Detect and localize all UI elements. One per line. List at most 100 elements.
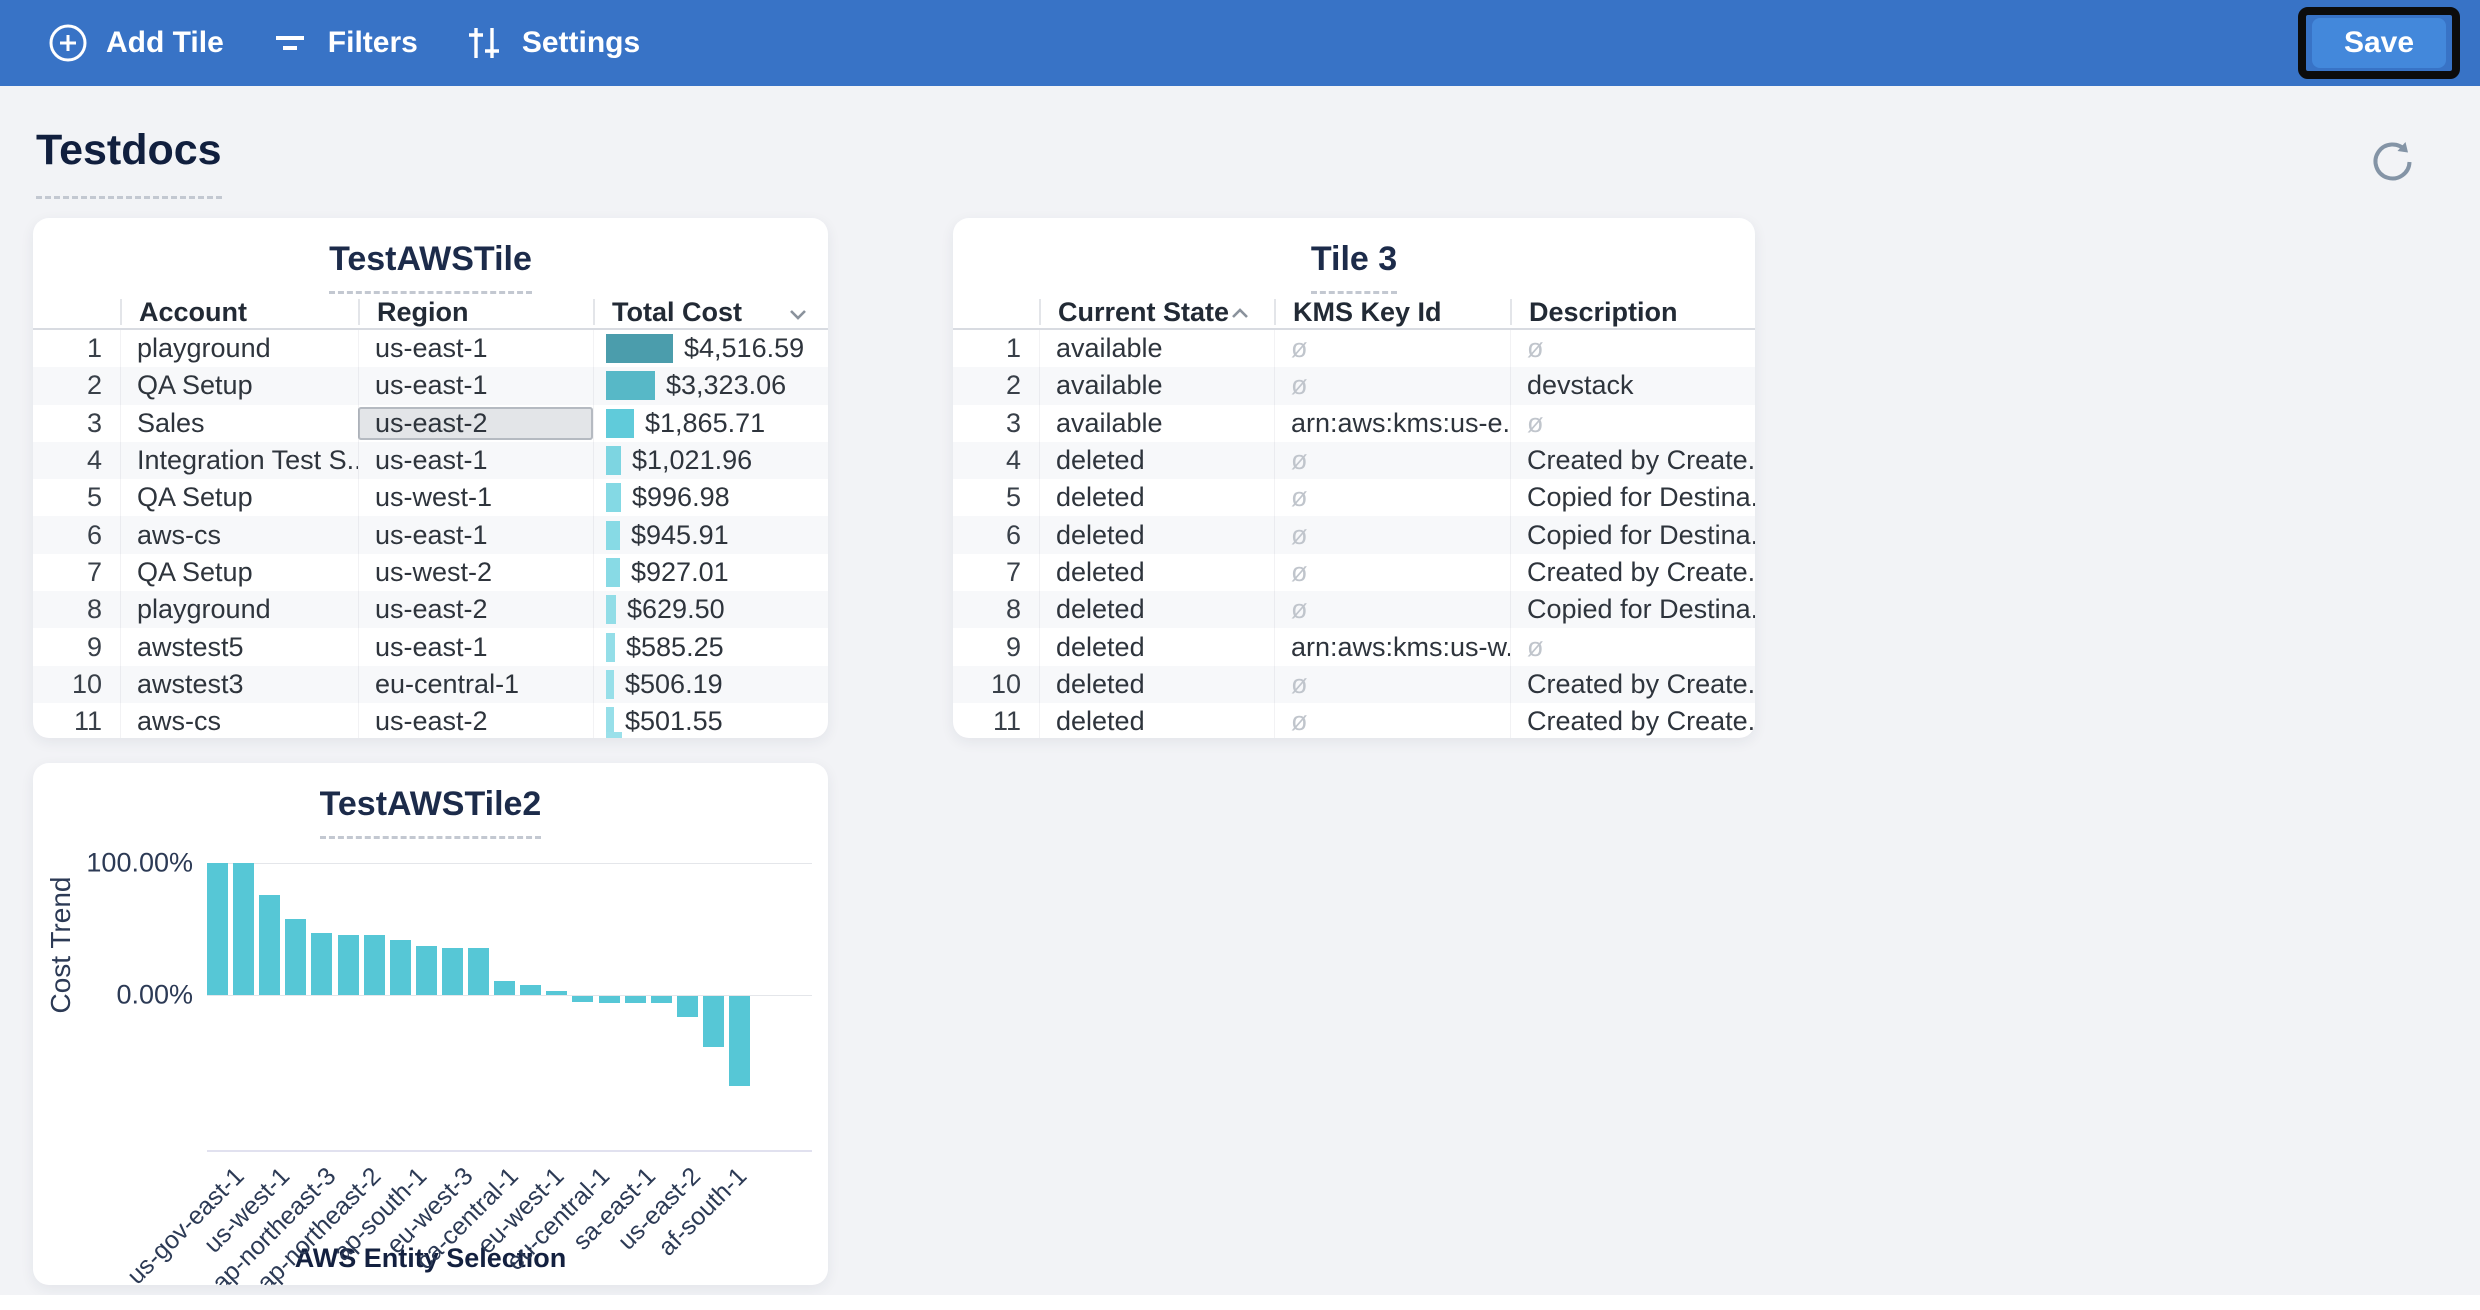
cell-current-state[interactable]: deleted: [1056, 519, 1145, 550]
chart-bar[interactable]: [546, 991, 568, 995]
cell-region[interactable]: us-east-2: [358, 406, 593, 440]
filters-button[interactable]: Filters: [268, 21, 418, 65]
save-button[interactable]: Save: [2312, 18, 2446, 68]
column-header-description[interactable]: Description: [1510, 297, 1755, 327]
cell-account[interactable]: playground: [137, 333, 271, 364]
column-header-kms-key-id[interactable]: KMS Key Id: [1274, 297, 1510, 327]
cell-kms-key-id[interactable]: ø: [1291, 370, 1308, 401]
chart-bar[interactable]: [572, 996, 594, 1002]
cell-region[interactable]: us-east-2: [375, 706, 488, 737]
cell-current-state[interactable]: deleted: [1056, 631, 1145, 662]
cell-account[interactable]: Integration Test S...: [137, 445, 358, 476]
add-tile-button[interactable]: Add Tile: [46, 21, 224, 65]
chart-bar[interactable]: [207, 863, 228, 995]
cell-account[interactable]: QA Setup: [137, 556, 253, 587]
cell-region[interactable]: us-east-1: [375, 631, 488, 662]
cell-description[interactable]: Created by Create...: [1527, 445, 1755, 476]
chart-bar[interactable]: [494, 981, 516, 995]
cell-kms-key-id[interactable]: ø: [1291, 333, 1308, 364]
cell-current-state[interactable]: deleted: [1056, 556, 1145, 587]
cell-account[interactable]: awstest3: [137, 668, 244, 699]
chart-bar[interactable]: [363, 934, 385, 995]
chart-bar[interactable]: [285, 919, 307, 995]
cell-region[interactable]: us-west-1: [375, 482, 493, 513]
chart-bar[interactable]: [520, 985, 542, 995]
cell-kms-key-id[interactable]: ø: [1291, 445, 1308, 476]
cell-current-state[interactable]: available: [1056, 370, 1163, 401]
cell-kms-key-id[interactable]: ø: [1291, 519, 1308, 550]
cell-total-cost[interactable]: $1,865.71: [593, 408, 828, 439]
cell-description[interactable]: Copied for Destina...: [1527, 482, 1755, 513]
cell-description[interactable]: Created by Create...: [1527, 556, 1755, 587]
refresh-button[interactable]: [2366, 132, 2422, 188]
cell-description[interactable]: devstack: [1527, 370, 1634, 401]
cell-kms-key-id[interactable]: ø: [1291, 668, 1308, 699]
settings-button[interactable]: Settings: [462, 21, 640, 65]
cell-description[interactable]: Copied for Destina...: [1527, 519, 1755, 550]
cell-account[interactable]: aws-cs: [137, 706, 222, 737]
chart-bar[interactable]: [259, 895, 281, 995]
cell-account[interactable]: playground: [137, 594, 271, 625]
cell-total-cost[interactable]: $506.19: [593, 669, 828, 700]
chart-bar[interactable]: [702, 996, 724, 1047]
cell-account[interactable]: awstest5: [137, 631, 244, 662]
cell-description[interactable]: Copied for Destina...: [1527, 594, 1755, 625]
chart-bar[interactable]: [389, 940, 411, 995]
cell-description[interactable]: ø: [1527, 407, 1544, 438]
cell-total-cost[interactable]: $4,516.59: [593, 333, 828, 364]
column-header-account[interactable]: Account: [120, 297, 358, 327]
cell-kms-key-id[interactable]: ø: [1291, 482, 1308, 513]
cell-current-state[interactable]: available: [1056, 407, 1163, 438]
cell-region[interactable]: us-east-1: [375, 370, 488, 401]
cell-region[interactable]: us-west-2: [375, 556, 493, 587]
cell-total-cost[interactable]: $996.98: [593, 482, 828, 513]
cell-region[interactable]: us-east-1: [375, 333, 488, 364]
cell-kms-key-id[interactable]: arn:aws:kms:us-w...: [1291, 631, 1510, 662]
cell-region[interactable]: us-east-1: [375, 445, 488, 476]
cell-current-state[interactable]: available: [1056, 333, 1163, 364]
cell-total-cost[interactable]: $1,021.96: [593, 445, 828, 476]
cell-description[interactable]: Created by Create...: [1527, 706, 1755, 737]
cell-current-state[interactable]: deleted: [1056, 706, 1145, 737]
chart-bar[interactable]: [311, 933, 333, 995]
chart-bar[interactable]: [441, 948, 463, 995]
cell-total-cost[interactable]: $3,323.06: [593, 370, 828, 401]
column-header-region[interactable]: Region: [358, 297, 593, 327]
cell-kms-key-id[interactable]: ø: [1291, 706, 1308, 737]
cell-region[interactable]: eu-central-1: [375, 668, 520, 699]
chart-bar[interactable]: [624, 996, 646, 1003]
cell-kms-key-id[interactable]: ø: [1291, 594, 1308, 625]
column-header-total-cost[interactable]: Total Cost: [593, 297, 828, 327]
cell-account[interactable]: aws-cs: [137, 519, 222, 550]
cell-kms-key-id[interactable]: ø: [1291, 556, 1308, 587]
cell-total-cost[interactable]: $629.50: [593, 594, 828, 625]
chart-bar[interactable]: [650, 996, 672, 1003]
chart-bar[interactable]: [729, 996, 750, 1086]
cell-description[interactable]: Created by Create...: [1527, 668, 1755, 699]
cell-current-state[interactable]: deleted: [1056, 482, 1145, 513]
cell-total-cost[interactable]: $945.91: [593, 520, 828, 551]
cell-current-state[interactable]: deleted: [1056, 594, 1145, 625]
chart-bar[interactable]: [468, 948, 489, 995]
cell-description[interactable]: ø: [1527, 333, 1544, 364]
cell-current-state[interactable]: deleted: [1056, 668, 1145, 699]
cell-total-cost[interactable]: $585.25: [593, 632, 828, 663]
chart-bar[interactable]: [337, 934, 359, 995]
column-header-current-state[interactable]: Current State: [1039, 297, 1274, 327]
cell-kms-key-id[interactable]: arn:aws:kms:us-e...: [1291, 407, 1510, 438]
cell-account[interactable]: QA Setup: [137, 370, 253, 401]
chart-bar[interactable]: [598, 996, 620, 1003]
cell-current-state[interactable]: deleted: [1056, 445, 1145, 476]
tile-3: Tile 3 Current State KMS Key Id Descript…: [953, 218, 1755, 738]
cell-account[interactable]: QA Setup: [137, 482, 253, 513]
cell-region[interactable]: us-east-2: [375, 594, 488, 625]
cell-total-cost[interactable]: $501.55: [593, 706, 828, 737]
chart-bar[interactable]: [233, 863, 255, 995]
cell-account[interactable]: Sales: [137, 407, 205, 438]
chart-bar[interactable]: [676, 996, 698, 1018]
cell-total-cost[interactable]: $927.01: [593, 557, 828, 588]
chart-bar[interactable]: [415, 945, 437, 995]
cell-region[interactable]: us-east-1: [375, 519, 488, 550]
cell-description[interactable]: ø: [1527, 631, 1544, 662]
row-number: 3: [1005, 407, 1021, 438]
